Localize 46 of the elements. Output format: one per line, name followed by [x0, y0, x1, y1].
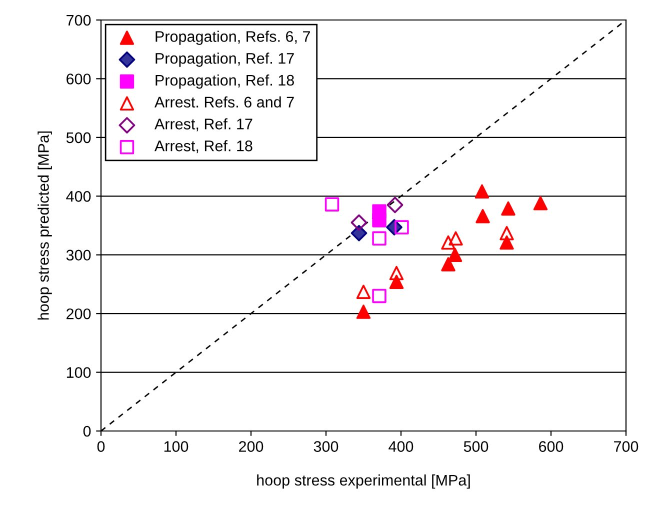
- legend-label: Propagation, Ref. 17: [156, 52, 294, 67]
- x-tick-label: 100: [164, 441, 188, 452]
- x-tick-label: 600: [539, 441, 564, 452]
- x-tick-label: 300: [314, 441, 338, 452]
- point: [394, 220, 409, 234]
- legend-label: Arrest, Ref. 18: [154, 140, 252, 154]
- y-tick-label: 0: [83, 426, 91, 437]
- point: [389, 274, 404, 289]
- x-tick-label: 200: [239, 441, 264, 452]
- point: [441, 235, 456, 250]
- point: [372, 231, 386, 246]
- point: [356, 304, 371, 319]
- y-tick-label: 500: [66, 132, 91, 144]
- x-tick-label: 500: [464, 441, 488, 452]
- point: [356, 284, 371, 299]
- point: [386, 196, 404, 214]
- point: [500, 235, 514, 250]
- point: [448, 231, 463, 246]
- point: [474, 184, 490, 199]
- legend-label: Arrest, Ref. 17: [154, 118, 252, 132]
- y-tick-label: 100: [66, 367, 91, 378]
- x-tick-label: 700: [614, 441, 638, 452]
- point: [389, 266, 404, 280]
- y-tick-label: 300: [66, 250, 91, 261]
- point: [448, 248, 462, 262]
- point: [441, 257, 456, 272]
- point: [350, 224, 368, 242]
- y-axis-title: hoop stress predicted [MPa]: [38, 131, 52, 320]
- point: [372, 288, 386, 304]
- x-axis-title: hoop stress experimental [MPa]: [257, 474, 470, 489]
- y-tick-label: 600: [66, 74, 91, 84]
- x-tick-label: 400: [388, 441, 414, 452]
- legend-label: Propagation, Refs. 6, 7: [156, 30, 310, 45]
- point: [350, 214, 368, 231]
- point: [500, 226, 514, 240]
- y-tick-label: 400: [66, 191, 91, 202]
- point: [372, 213, 386, 228]
- legend-label: Arrest. Refs. 6 and 7: [154, 96, 294, 108]
- point: [324, 197, 340, 212]
- legend-label: Propagation, Ref. 18: [156, 74, 294, 89]
- point: [533, 196, 548, 210]
- point: [476, 208, 490, 224]
- y-tick-label: 700: [66, 14, 91, 26]
- y-tick-label: 200: [66, 308, 91, 320]
- x-tick-label: 0: [97, 441, 105, 452]
- point: [501, 201, 516, 216]
